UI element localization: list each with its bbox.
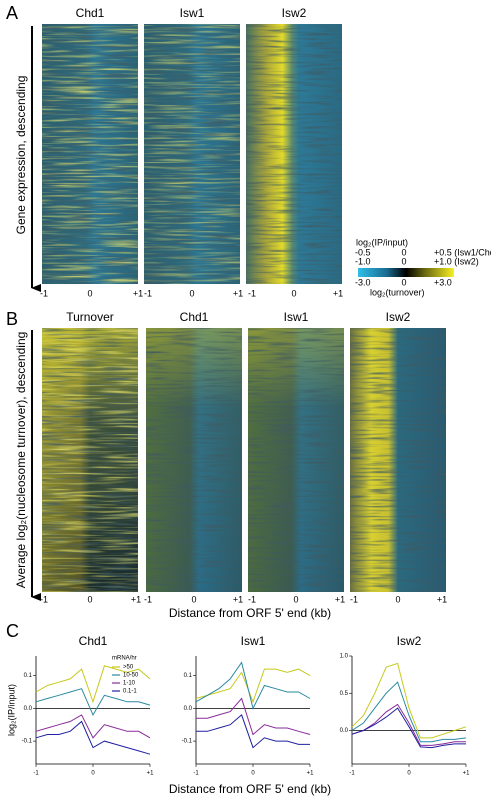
tick-label: 0 xyxy=(189,288,194,298)
legend-label: 10-50 xyxy=(123,673,139,679)
tick-label: -1 xyxy=(144,594,152,604)
x-tick-label: 0 xyxy=(251,771,255,777)
heatmap-ticks: -1 0 +1 -1 0 +1 -1 0 +1 -1 0 +1 xyxy=(40,594,447,604)
heatmap-title: Isw2 xyxy=(282,6,307,20)
x-tick-label: 0 xyxy=(407,771,411,777)
y-tick-label: -0.1 xyxy=(182,739,193,745)
colorbar-label: -0.5 xyxy=(355,247,371,257)
heatmap-title: Isw1 xyxy=(284,310,309,324)
series-line xyxy=(35,688,151,717)
y-tick-label: 0.0 xyxy=(340,728,349,734)
series-line xyxy=(351,703,466,746)
chart-title: Isw1 xyxy=(241,634,266,648)
colorbar-label: 0 xyxy=(401,277,406,287)
y-axis-label: Gene expression, descending xyxy=(14,76,28,235)
colorbar-label: 0 xyxy=(401,256,406,266)
panel-letter: B xyxy=(6,309,18,329)
colorbar-label: -1.0 xyxy=(355,256,371,266)
tick-label: +1 xyxy=(333,288,343,298)
x-tick-label: +1 xyxy=(307,771,315,777)
y-axis-label: Average log₂(nucleosome turnover), desce… xyxy=(14,332,28,589)
heatmap-texture xyxy=(144,24,240,284)
tick-label: 0 xyxy=(87,594,92,604)
tick-label: 0 xyxy=(291,288,296,298)
series-line xyxy=(35,714,151,739)
heatmaps-a xyxy=(42,24,342,284)
heatmaps-b xyxy=(42,328,446,592)
colorbar: log₂(IP/input) -0.5 0 +0.5 (Isw1/Chd1) -… xyxy=(355,237,491,297)
series-line xyxy=(351,681,467,743)
colorbar-label: +1.0 (Isw2) xyxy=(434,256,479,266)
heatmap-title: Isw2 xyxy=(386,310,411,324)
series-line xyxy=(351,662,467,739)
series-line xyxy=(196,697,311,736)
tick-label: 0 xyxy=(191,594,196,604)
heatmap-texture xyxy=(246,24,342,284)
x-tick-label: -1 xyxy=(33,771,39,777)
x-tick-label: -1 xyxy=(349,771,355,777)
colorbar-label: 0 xyxy=(401,247,406,257)
series-line xyxy=(351,707,466,749)
y-tick-label: -0.1 xyxy=(22,739,33,745)
tick-label: +1 xyxy=(233,288,243,298)
series-line xyxy=(195,668,311,704)
legend-label: >50 xyxy=(123,665,134,671)
x-axis-label: Distance from ORF 5' end (kb) xyxy=(169,782,331,796)
colorbar-scale xyxy=(358,268,454,277)
heatmap-texture xyxy=(42,24,138,284)
tick-label: 0 xyxy=(395,594,400,604)
tick-label: 0 xyxy=(87,288,92,298)
legend-title: mRNA/hr xyxy=(112,656,137,662)
colorbar-label: +3.0 xyxy=(434,277,452,287)
legend-label: 0.1-1 xyxy=(123,689,137,695)
tick-label: -1 xyxy=(40,594,48,604)
y-tick-label: 1.0 xyxy=(340,654,349,660)
tick-label: 0 xyxy=(293,594,298,604)
y-tick-label: 0.0 xyxy=(184,706,193,712)
heatmap-title: Chd1 xyxy=(180,310,209,324)
tick-label: +1 xyxy=(133,288,143,298)
heatmap-texture xyxy=(350,328,446,592)
colorbar-label: -3.0 xyxy=(355,277,371,287)
tick-label: -1 xyxy=(350,594,358,604)
chart-title: Chd1 xyxy=(79,634,108,648)
series-line xyxy=(35,665,151,704)
tick-label: -1 xyxy=(144,288,152,298)
y-axis-label: log₂(IP/input) xyxy=(6,684,16,736)
colorbar-title: log₂(IP/input) xyxy=(356,237,408,247)
tick-label: +1 xyxy=(437,594,447,604)
tick-label: -1 xyxy=(248,594,256,604)
series-line xyxy=(195,661,311,710)
colorbar-label: +0.5 (Isw1/Chd1) xyxy=(434,247,491,257)
x-axis-label: Distance from ORF 5' end (kb) xyxy=(169,606,331,620)
tick-label: +1 xyxy=(233,594,243,604)
heatmap-texture xyxy=(146,328,242,592)
series-line xyxy=(35,720,151,755)
heatmap-texture xyxy=(248,328,344,592)
y-tick-label: 0.1 xyxy=(184,673,193,679)
tick-label: -1 xyxy=(248,288,256,298)
legend-label: 1-10 xyxy=(123,681,136,687)
y-tick-label: 0.5 xyxy=(340,691,349,697)
heatmap-title: Turnover xyxy=(66,310,114,324)
panel-letter: A xyxy=(6,3,18,23)
heatmap-title: Isw1 xyxy=(180,6,205,20)
x-tick-label: +1 xyxy=(463,771,471,777)
heatmap-title: Chd1 xyxy=(76,6,105,20)
panel-letter: C xyxy=(6,621,19,641)
x-tick-label: 0 xyxy=(91,771,95,777)
tick-label: +1 xyxy=(131,594,141,604)
series-line xyxy=(196,714,310,749)
chart-title: Isw2 xyxy=(397,634,422,648)
tick-label: -1 xyxy=(40,288,48,298)
y-tick-label: 0.0 xyxy=(24,706,33,712)
heatmap-ticks: -1 0 +1 -1 0 +1 -1 0 +1 xyxy=(40,288,343,298)
heatmap-texture xyxy=(42,328,138,592)
y-tick-label: 0.1 xyxy=(24,673,33,679)
x-tick-label: +1 xyxy=(147,771,155,777)
x-tick-label: -1 xyxy=(193,771,199,777)
tick-label: +1 xyxy=(335,594,345,604)
colorbar-subtitle: log₂(turnover) xyxy=(370,287,425,297)
